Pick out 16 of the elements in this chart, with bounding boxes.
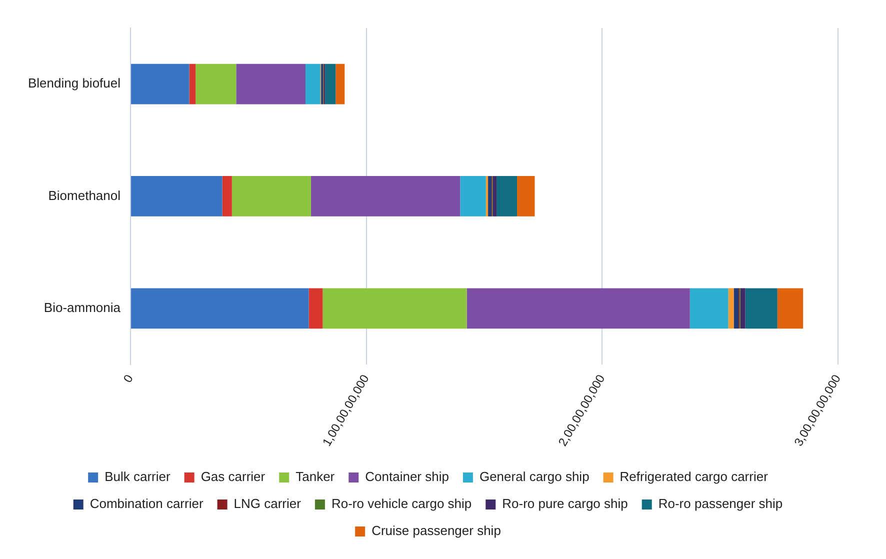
x-tick-label: 0 [120,372,136,385]
y-tick-label: Biomethanol [48,188,121,203]
legend-label: LNG carrier [234,496,302,512]
legend-label: Refrigerated cargo carrier [620,469,769,484]
legend-label: Ro-ro pure cargo ship [502,496,628,512]
legend-label: Cruise passenger ship [372,523,501,538]
legend-label: Ro-ro passenger ship [658,496,783,512]
legend-label: Combination carrier [90,496,204,512]
legend-label: Ro-ro vehicle cargo ship [331,496,472,512]
y-tick-label: Bio-ammonia [44,300,122,315]
y-tick-label: Blending biofuel [28,76,121,91]
legend-label: Tanker [296,469,336,484]
legend-label: Gas carrier [200,469,266,484]
legend-label: General cargo ship [479,469,590,484]
legend-label: Bulk carrier [104,469,171,484]
legend-label: Container ship [365,469,449,484]
